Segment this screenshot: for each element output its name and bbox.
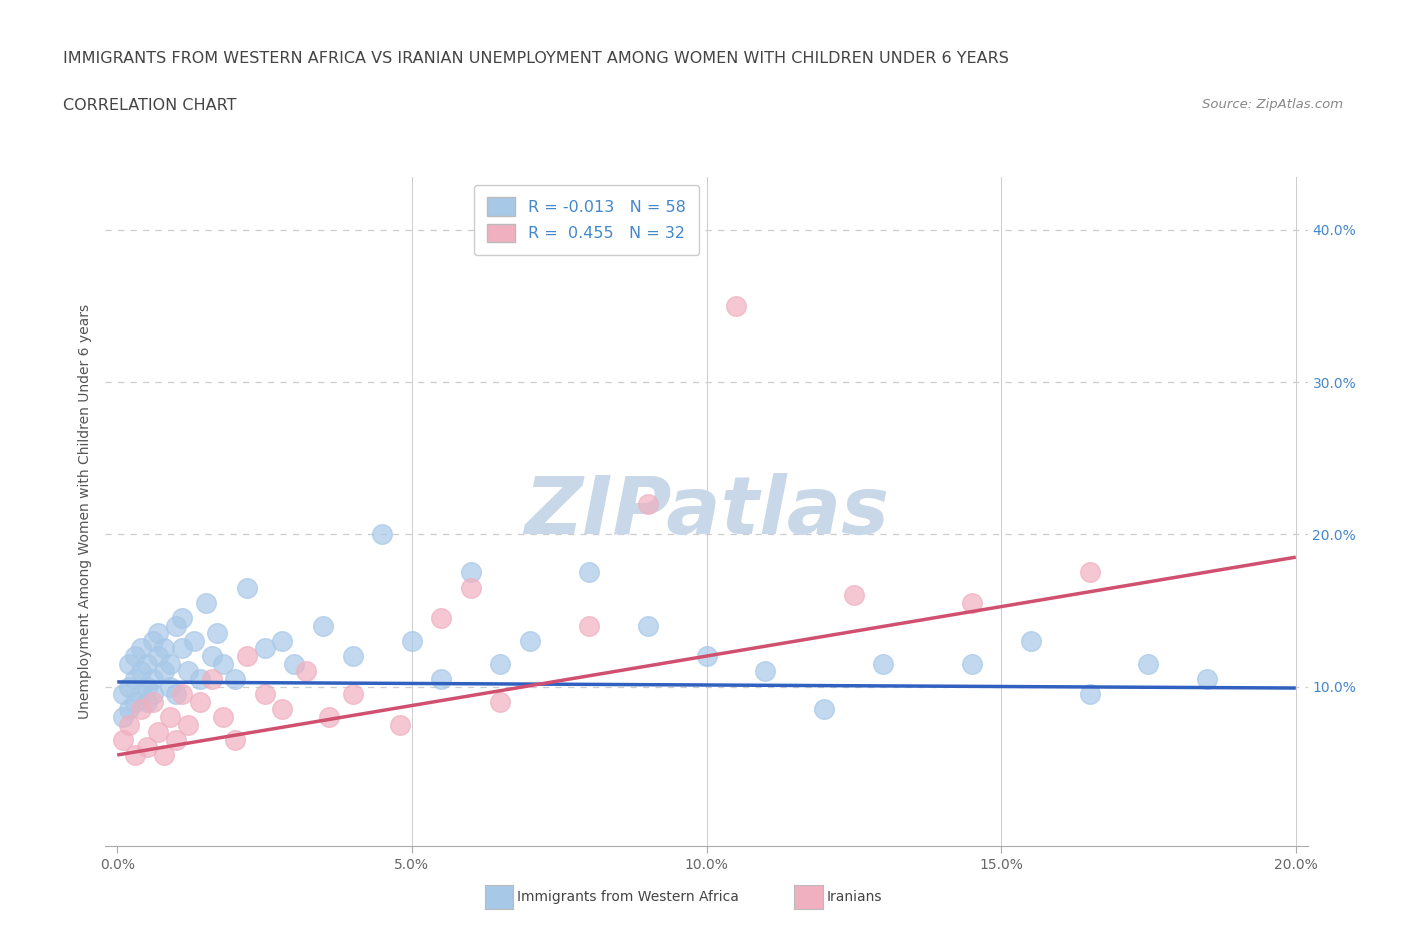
Point [135, 695, 157, 710]
Point [159, 657, 181, 671]
Point [142, 686, 165, 701]
Point [129, 686, 152, 701]
Point [695, 648, 717, 663]
Point [135, 679, 157, 694]
Point [1019, 633, 1042, 648]
Point [135, 740, 157, 755]
Point [118, 702, 141, 717]
Point [200, 648, 222, 663]
Point [371, 527, 394, 542]
Point [212, 710, 235, 724]
Point [342, 648, 364, 663]
Point [165, 732, 187, 747]
Point [153, 748, 176, 763]
Point [271, 633, 294, 648]
Point [188, 695, 211, 710]
Point [872, 657, 894, 671]
Point [430, 671, 453, 686]
Text: ZIPatlas: ZIPatlas [524, 472, 889, 551]
Point [129, 641, 152, 656]
Point [283, 657, 305, 671]
Legend: R = -0.013   N = 58, R =  0.455   N = 32: R = -0.013 N = 58, R = 0.455 N = 32 [474, 185, 699, 255]
Point [1137, 657, 1160, 671]
Point [124, 671, 146, 686]
Point [142, 633, 165, 648]
Point [112, 710, 135, 724]
Point [637, 497, 659, 512]
Text: Source: ZipAtlas.com: Source: ZipAtlas.com [1202, 98, 1343, 111]
Y-axis label: Unemployment Among Women with Children Under 6 years: Unemployment Among Women with Children U… [79, 304, 93, 719]
Point [960, 657, 983, 671]
Point [460, 565, 482, 579]
Point [118, 717, 141, 732]
Point [224, 732, 246, 747]
Point [124, 748, 146, 763]
Point [159, 710, 181, 724]
Point [142, 695, 165, 710]
Point [159, 679, 181, 694]
Point [124, 648, 146, 663]
Point [294, 664, 316, 679]
Point [253, 686, 276, 701]
Point [224, 671, 246, 686]
Point [578, 565, 600, 579]
Point [236, 648, 259, 663]
Point [312, 618, 335, 633]
Point [129, 664, 152, 679]
Point [148, 648, 170, 663]
Point [112, 686, 135, 701]
Point [118, 657, 141, 671]
Point [183, 633, 205, 648]
Point [1197, 671, 1219, 686]
Point [170, 641, 193, 656]
Point [200, 671, 222, 686]
Point [135, 657, 157, 671]
Point [170, 611, 193, 626]
Point [118, 679, 141, 694]
Text: Immigrants from Western Africa: Immigrants from Western Africa [517, 890, 740, 905]
Point [460, 580, 482, 595]
Point [389, 717, 412, 732]
Point [142, 671, 165, 686]
Point [754, 664, 776, 679]
Point [148, 626, 170, 641]
Point [842, 588, 865, 603]
Point [177, 717, 200, 732]
Point [253, 641, 276, 656]
Point [112, 732, 135, 747]
Point [153, 664, 176, 679]
Point [578, 618, 600, 633]
Point [148, 724, 170, 739]
Text: Iranians: Iranians [827, 890, 882, 905]
Point [519, 633, 541, 648]
Point [724, 299, 747, 313]
Point [318, 710, 340, 724]
Point [212, 657, 235, 671]
Point [129, 702, 152, 717]
Point [1078, 565, 1101, 579]
Point [236, 580, 259, 595]
Point [153, 641, 176, 656]
Point [194, 595, 217, 610]
Point [177, 664, 200, 679]
Point [637, 618, 659, 633]
Point [960, 595, 983, 610]
Text: CORRELATION CHART: CORRELATION CHART [63, 98, 236, 113]
Point [188, 671, 211, 686]
Point [124, 695, 146, 710]
Point [207, 626, 229, 641]
Point [271, 702, 294, 717]
Point [342, 686, 364, 701]
Point [430, 611, 453, 626]
Point [1078, 686, 1101, 701]
Text: IMMIGRANTS FROM WESTERN AFRICA VS IRANIAN UNEMPLOYMENT AMONG WOMEN WITH CHILDREN: IMMIGRANTS FROM WESTERN AFRICA VS IRANIA… [63, 51, 1010, 66]
Point [489, 657, 512, 671]
Point [813, 702, 835, 717]
Point [165, 618, 187, 633]
Point [489, 695, 512, 710]
Point [401, 633, 423, 648]
Point [165, 686, 187, 701]
Point [170, 686, 193, 701]
